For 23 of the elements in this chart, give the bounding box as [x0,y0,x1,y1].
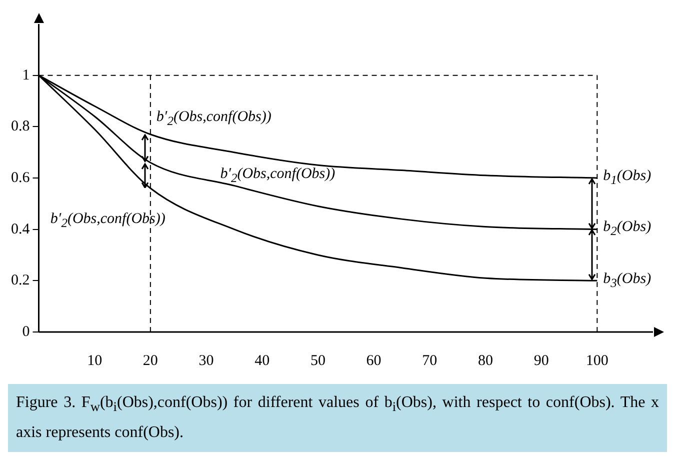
y-tick-label: 0.2 [11,272,30,289]
annotation: b′$_{2}$(Obs,conf(Obs)) [50,210,166,232]
annotation: b′$_{2}$(Obs,conf(Obs)) [156,108,272,130]
y-tick-label: 1 [22,67,30,84]
y-tick-label: 0.8 [11,118,30,135]
x-tick-label: 20 [142,352,158,369]
x-tick-label: 70 [422,352,438,369]
x-tick-label: 50 [310,352,326,369]
text: Figure 3. F$_{w}$(b$_{i}$(Obs),conf(Obs)) for different values of b$_{i}$(Obs), with respect to conf(Obs). The x axis represents conf(Obs). [16,394,660,442]
annotation: b$_{3}$(Obs) [603,270,652,292]
x-tick-label: 100 [586,352,608,369]
annotation: b′$_{2}$(Obs,conf(Obs)) [220,164,336,187]
x-tick-label: 60 [366,352,382,369]
y-tick-label: 0.6 [11,170,30,186]
x-tick-label: 10 [87,352,102,369]
y-tick-label: 0.4 [11,221,30,238]
y-tick-label: 0 [22,324,30,340]
annotation: b$_{1}$(Obs) [603,167,652,189]
annotation: b$_{2}$(Obs) [603,218,652,240]
x-tick-label: 90 [534,352,549,369]
x-tick-label: 30 [198,352,214,369]
x-tick-label: 40 [254,352,270,369]
x-tick-label: 80 [478,352,493,369]
